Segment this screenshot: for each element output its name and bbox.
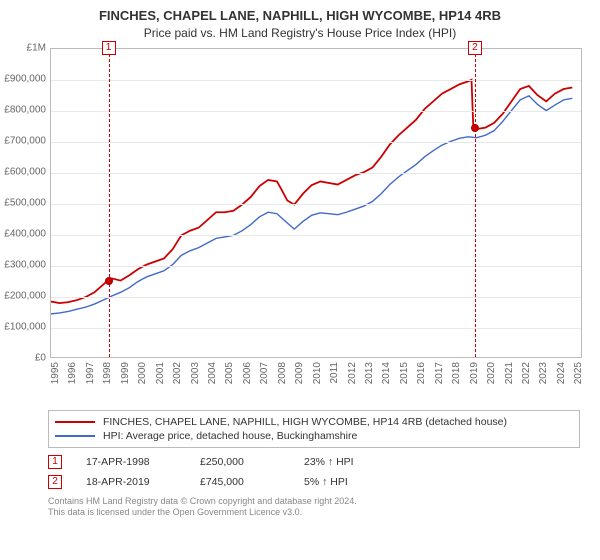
x-tick-label: 2006	[242, 362, 253, 384]
event-list: 1 17-APR-1998 £250,000 23% ↑ HPI 2 18-APR-201…	[48, 452, 580, 492]
x-tick-label: 2024	[556, 362, 567, 384]
x-tick-label: 2016	[416, 362, 427, 384]
x-tick-label: 2021	[504, 362, 515, 384]
legend: FINCHES, CHAPEL LANE, NAPHILL, HIGH WYCO…	[48, 410, 580, 448]
marker-line	[109, 49, 110, 357]
event-date: 18-APR-2019	[86, 476, 176, 488]
y-tick-label: £800,000	[4, 104, 46, 115]
footer-line-1: Contains HM Land Registry data © Crown c…	[48, 496, 580, 507]
grid-line	[51, 173, 581, 174]
event-id-box: 2	[48, 475, 62, 489]
marker-label-box: 2	[468, 41, 482, 55]
x-tick-label: 2007	[259, 362, 270, 384]
x-tick-label: 2004	[207, 362, 218, 384]
plot-area: 12	[50, 48, 582, 358]
chart-title: FINCHES, CHAPEL LANE, NAPHILL, HIGH WYCO…	[10, 8, 590, 24]
x-tick-label: 2003	[190, 362, 201, 384]
y-tick-label: £1M	[27, 42, 46, 53]
marker-dot	[471, 124, 479, 132]
event-price: £745,000	[200, 476, 280, 488]
x-tick-label: 2017	[434, 362, 445, 384]
x-tick-label: 1995	[50, 362, 61, 384]
grid-line	[51, 328, 581, 329]
chart-container: FINCHES, CHAPEL LANE, NAPHILL, HIGH WYCO…	[0, 0, 600, 560]
y-tick-label: £400,000	[4, 228, 46, 239]
x-tick-label: 2025	[573, 362, 584, 384]
x-tick-label: 2012	[347, 362, 358, 384]
grid-line	[51, 142, 581, 143]
legend-swatch	[55, 435, 95, 437]
x-axis: 1995 1996 1997 1998 1999 2000 2001 2002 2003 2004…	[50, 358, 582, 408]
chart-area: £0£100,000£200,000£300,000£400,000£500,0…	[10, 48, 590, 408]
event-price: £250,000	[200, 456, 280, 468]
grid-line	[51, 204, 581, 205]
y-tick-label: £0	[35, 352, 46, 363]
y-tick-label: £300,000	[4, 259, 46, 270]
x-tick-label: 2018	[451, 362, 462, 384]
x-tick-label: 2020	[486, 362, 497, 384]
y-tick-label: £600,000	[4, 166, 46, 177]
marker-dot	[105, 277, 113, 285]
x-tick-label: 2005	[224, 362, 235, 384]
x-tick-label: 2000	[137, 362, 148, 384]
y-tick-label: £100,000	[4, 321, 46, 332]
x-tick-label: 1999	[120, 362, 131, 384]
x-tick-label: 2023	[538, 362, 549, 384]
x-tick-label: 1998	[102, 362, 113, 384]
y-tick-label: £900,000	[4, 73, 46, 84]
y-tick-label: £200,000	[4, 290, 46, 301]
grid-line	[51, 266, 581, 267]
legend-label: HPI: Average price, detached house, Buck…	[103, 430, 357, 442]
x-tick-label: 2019	[469, 362, 480, 384]
x-tick-label: 2010	[312, 362, 323, 384]
x-tick-label: 2013	[364, 362, 375, 384]
chart-subtitle: Price paid vs. HM Land Registry's House …	[10, 26, 590, 40]
x-tick-label: 2011	[329, 362, 340, 384]
event-id-box: 1	[48, 455, 62, 469]
x-tick-label: 1996	[67, 362, 78, 384]
x-tick-label: 2015	[399, 362, 410, 384]
x-tick-label: 2014	[381, 362, 392, 384]
x-tick-label: 2002	[172, 362, 183, 384]
legend-row: HPI: Average price, detached house, Buck…	[55, 429, 573, 443]
footer: Contains HM Land Registry data © Crown c…	[48, 496, 580, 519]
x-tick-label: 2022	[521, 362, 532, 384]
legend-row: FINCHES, CHAPEL LANE, NAPHILL, HIGH WYCO…	[55, 415, 573, 429]
event-row: 1 17-APR-1998 £250,000 23% ↑ HPI	[48, 452, 580, 472]
event-pct: 23% ↑ HPI	[304, 456, 394, 468]
grid-line	[51, 297, 581, 298]
line-series-svg	[51, 49, 581, 357]
event-row: 2 18-APR-2019 £745,000 5% ↑ HPI	[48, 472, 580, 492]
event-pct: 5% ↑ HPI	[304, 476, 394, 488]
x-tick-label: 1997	[85, 362, 96, 384]
grid-line	[51, 235, 581, 236]
y-axis: £0£100,000£200,000£300,000£400,000£500,0…	[10, 48, 50, 358]
grid-line	[51, 111, 581, 112]
marker-line	[475, 49, 476, 357]
series-line-property	[51, 80, 572, 303]
x-tick-label: 2009	[294, 362, 305, 384]
legend-label: FINCHES, CHAPEL LANE, NAPHILL, HIGH WYCO…	[103, 416, 507, 428]
marker-label-box: 1	[102, 41, 116, 55]
legend-swatch	[55, 421, 95, 423]
x-tick-label: 2001	[155, 362, 166, 384]
y-tick-label: £700,000	[4, 135, 46, 146]
grid-line	[51, 80, 581, 81]
y-tick-label: £500,000	[4, 197, 46, 208]
footer-line-2: This data is licensed under the Open Gov…	[48, 507, 580, 518]
event-date: 17-APR-1998	[86, 456, 176, 468]
x-tick-label: 2008	[277, 362, 288, 384]
